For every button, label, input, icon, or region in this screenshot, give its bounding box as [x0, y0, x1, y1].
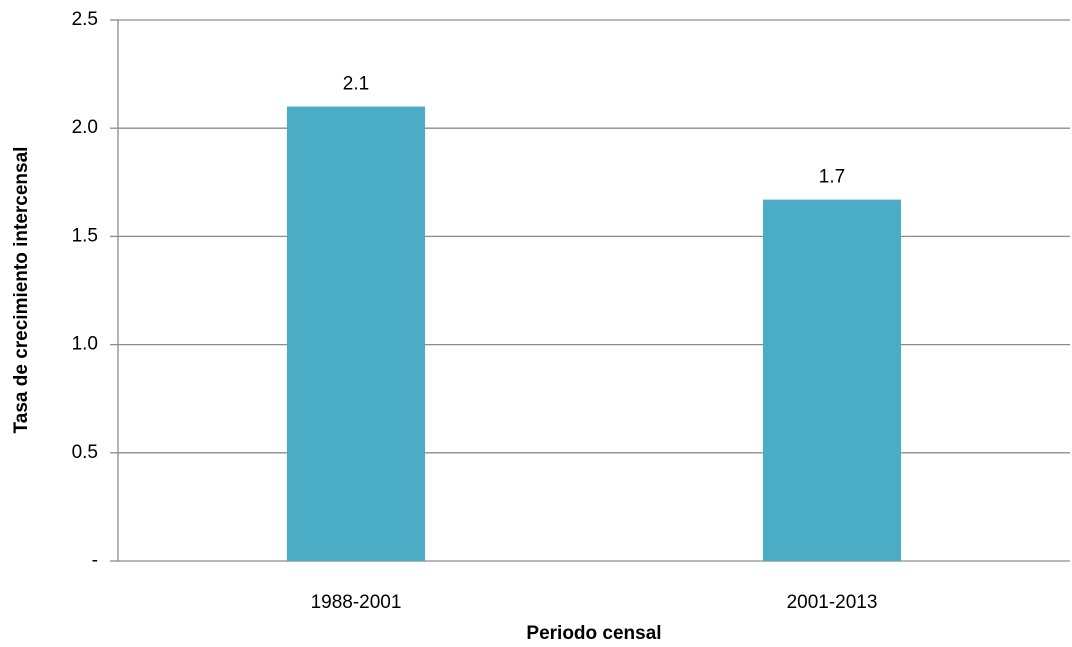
- y-axis-title: Tasa de crecimiento intercensal: [11, 147, 32, 434]
- x-axis-title: Periodo censal: [526, 623, 661, 644]
- y-tick-label: 1.5: [72, 225, 98, 246]
- y-tick-label: 0.5: [72, 442, 98, 463]
- y-tick-label: 2.0: [72, 117, 98, 138]
- value-label: 1.7: [819, 167, 845, 188]
- x-tick-label: 1988-2001: [311, 592, 402, 613]
- y-tick-label: 1.0: [72, 334, 98, 355]
- y-tick-label: 2.5: [72, 9, 98, 30]
- bar: [286, 106, 426, 561]
- x-tick-label: 2001-2013: [787, 592, 878, 613]
- value-label: 2.1: [343, 74, 369, 95]
- bar: [762, 199, 902, 561]
- y-tick-label: -: [92, 550, 98, 571]
